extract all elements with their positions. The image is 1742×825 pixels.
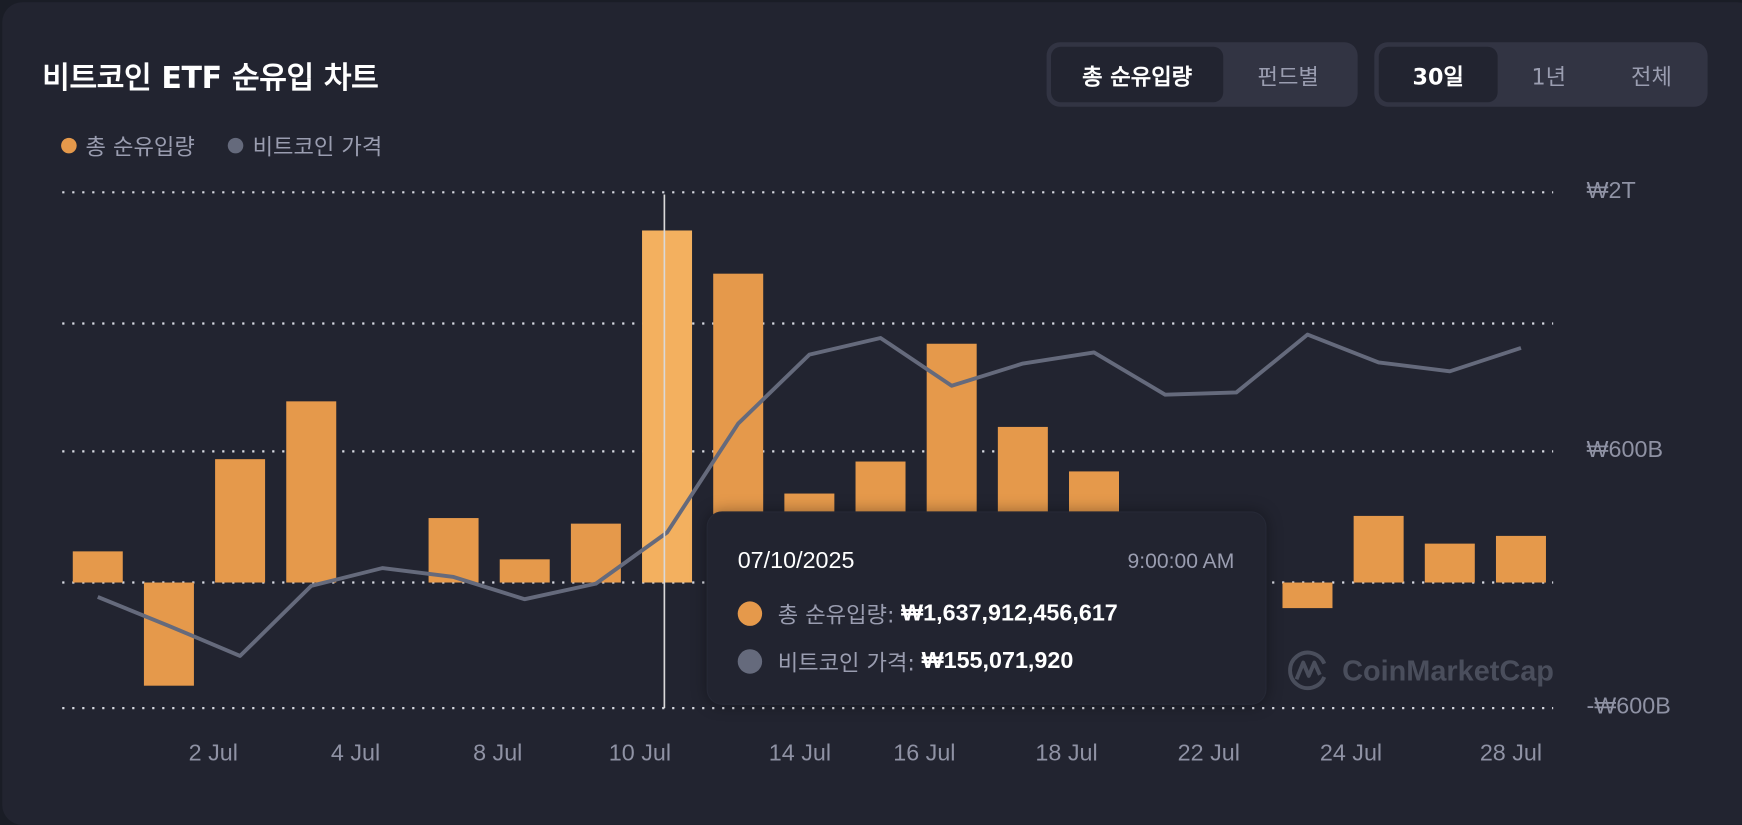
tooltip-value: ₩1,637,912,456,617 xyxy=(901,599,1118,626)
stage: 비트코인 ETF 순유입 차트 총 순유입량 펀드별 30일 1년 전체 총 순… xyxy=(42,42,1708,766)
y-tick-label: ₩600B xyxy=(1586,436,1664,463)
legend: 총 순유입량 비트코인 가격 xyxy=(61,129,382,161)
tooltip-time: 9:00:00 AM xyxy=(1127,550,1235,574)
net-inflow-bar[interactable] xyxy=(215,459,266,583)
tooltip: 07/10/2025 9:00:00 AM 총 순유입량: ₩1,637,912… xyxy=(706,511,1267,705)
tab-all[interactable]: 전체 xyxy=(1631,62,1672,90)
x-tick-label: 8 Jul xyxy=(473,740,523,766)
gray-dot-icon xyxy=(737,648,763,674)
x-tick-label: 24 Jul xyxy=(1319,740,1383,766)
legend-label: 총 순유입량 xyxy=(85,133,195,161)
tab-30d[interactable]: 30일 xyxy=(1378,46,1498,103)
x-tick-label: 4 Jul xyxy=(330,740,381,766)
tab-by-fund[interactable]: 펀드별 xyxy=(1257,62,1319,90)
tooltip-row-btc-price: 비트코인 가격: ₩155,071,920 xyxy=(737,645,1074,677)
tooltip-date: 07/10/2025 xyxy=(737,548,855,574)
net-inflow-bar[interactable] xyxy=(499,559,550,583)
x-tick-label: 18 Jul xyxy=(1035,740,1098,766)
y-tick-label: ₩2T xyxy=(1586,177,1636,204)
x-tick-label: 14 Jul xyxy=(768,740,832,766)
x-tick-label: 10 Jul xyxy=(608,740,672,766)
y-tick-label: -₩600B xyxy=(1586,693,1671,720)
page-title: 비트코인 ETF 순유입 차트 xyxy=(42,61,379,96)
tooltip-value: ₩155,071,920 xyxy=(921,647,1074,674)
net-inflow-bar[interactable] xyxy=(1282,582,1333,609)
legend-label: 비트코인 가격 xyxy=(252,133,383,161)
net-inflow-bar[interactable] xyxy=(428,518,479,583)
orange-dot-icon xyxy=(737,600,763,626)
watermark: CoinMarketCap xyxy=(1287,648,1554,692)
x-tick-label: 2 Jul xyxy=(188,740,238,766)
net-inflow-bar[interactable] xyxy=(642,230,693,583)
net-inflow-bar[interactable] xyxy=(72,551,123,583)
legend-item-btc-price[interactable]: 비트코인 가격 xyxy=(228,129,382,161)
legend-item-net-inflow[interactable]: 총 순유입량 xyxy=(61,129,195,161)
metric-toggle: 총 순유입량 펀드별 xyxy=(1046,42,1358,107)
tab-total-net-inflow[interactable]: 총 순유입량 xyxy=(1051,46,1224,103)
coinmarketcap-logo-icon xyxy=(1288,650,1327,691)
net-inflow-bar[interactable] xyxy=(286,401,337,583)
orange-dot-icon xyxy=(61,137,77,153)
x-tick-label: 22 Jul xyxy=(1177,740,1240,766)
tooltip-label: 비트코인 가격: xyxy=(777,649,915,676)
btc-price-line xyxy=(97,332,1522,658)
watermark-text: CoinMarketCap xyxy=(1342,653,1554,687)
x-tick-label: 16 Jul xyxy=(893,740,956,766)
tooltip-label: 총 순유입량: xyxy=(777,601,895,629)
net-inflow-bar[interactable] xyxy=(1424,543,1475,583)
net-inflow-bar[interactable] xyxy=(1495,535,1546,583)
tab-1y[interactable]: 1년 xyxy=(1531,62,1567,90)
net-inflow-bar[interactable] xyxy=(1353,515,1404,583)
tooltip-row-net-inflow: 총 순유입량: ₩1,637,912,456,617 xyxy=(737,597,1118,629)
gray-dot-icon xyxy=(228,137,244,153)
net-inflow-bar[interactable] xyxy=(570,523,621,583)
x-tick-label: 28 Jul xyxy=(1479,740,1543,766)
range-toggle: 30일 1년 전체 xyxy=(1374,42,1708,107)
